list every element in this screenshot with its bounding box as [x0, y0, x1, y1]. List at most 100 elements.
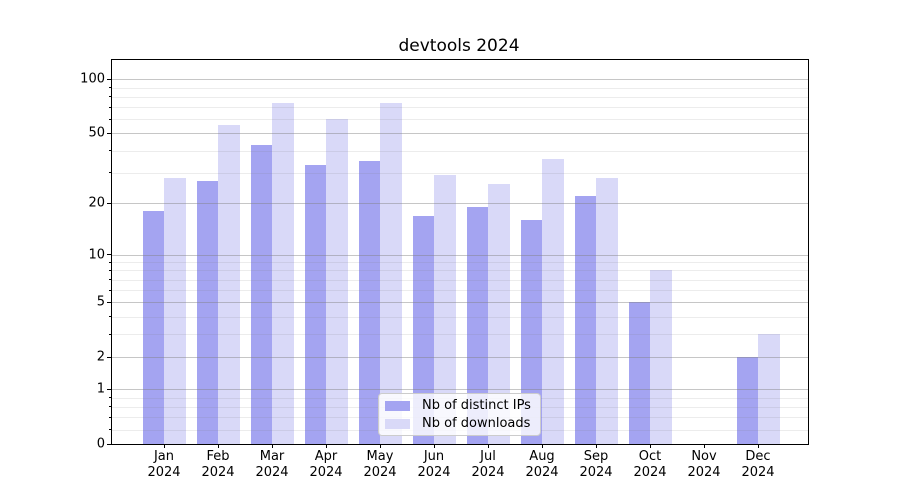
bar-downloads-sep	[596, 177, 618, 444]
y-tick-mark	[107, 202, 111, 204]
y-minor-tick-mark	[108, 269, 111, 271]
x-tick-label-mar: Mar 2024	[255, 449, 289, 480]
y-tick-label-5: 5	[96, 294, 105, 310]
y-minor-tick-mark	[108, 279, 111, 281]
x-tick-label-jul: Jul 2024	[471, 449, 505, 480]
y-minor-tick-mark	[108, 118, 111, 120]
bar-distinct-ips-oct	[628, 302, 650, 444]
gridline-minor	[112, 270, 808, 272]
legend-swatch-downloads	[385, 418, 410, 429]
y-tick-mark	[107, 388, 111, 390]
y-minor-tick-mark	[108, 416, 111, 418]
x-tick-mark	[271, 444, 273, 448]
x-tick-mark	[487, 444, 489, 448]
bar-downloads-jun	[434, 175, 456, 444]
legend-row-distinct-ips: Nb of distinct IPs	[385, 398, 532, 413]
y-tick-mark	[107, 132, 111, 134]
y-tick-mark	[107, 78, 111, 80]
legend-row-downloads: Nb of downloads	[385, 416, 532, 431]
y-tick-mark	[107, 356, 111, 358]
gridline-minor	[112, 172, 808, 174]
grid-layer	[112, 60, 808, 444]
y-tick-label-100: 100	[80, 71, 105, 87]
gridline-major	[112, 357, 808, 359]
y-minor-tick-mark	[108, 429, 111, 431]
bar-downloads-jul	[488, 183, 510, 444]
bar-distinct-ips-aug	[520, 220, 542, 444]
gridline-minor	[112, 119, 808, 121]
gridline-minor	[112, 150, 808, 152]
y-minor-tick-mark	[108, 172, 111, 174]
x-tick-mark	[757, 444, 759, 448]
bar-downloads-mar	[272, 102, 294, 444]
bar-distinct-ips-may	[358, 160, 380, 444]
gridline-minor	[112, 334, 808, 336]
gridline-minor	[112, 262, 808, 264]
y-minor-tick-mark	[108, 150, 111, 152]
y-tick-mark	[107, 254, 111, 256]
gridline-major	[112, 79, 808, 81]
y-tick-label-50: 50	[88, 125, 105, 141]
legend-label-downloads: Nb of downloads	[422, 416, 531, 431]
chart-title: devtools 2024	[398, 36, 520, 56]
bar-distinct-ips-jan	[142, 211, 164, 444]
x-tick-mark	[595, 444, 597, 448]
bar-distinct-ips-jun	[412, 215, 434, 444]
x-tick-label-apr: Apr 2024	[309, 449, 343, 480]
x-tick-mark	[433, 444, 435, 448]
legend-label-distinct-ips: Nb of distinct IPs	[422, 398, 531, 413]
bar-distinct-ips-feb	[196, 180, 218, 444]
x-tick-label-oct: Oct 2024	[633, 449, 667, 480]
x-tick-label-jun: Jun 2024	[417, 449, 451, 480]
legend-swatch-distinct-ips	[385, 400, 410, 411]
y-tick-label-2: 2	[96, 349, 105, 365]
bar-downloads-may	[380, 102, 402, 444]
y-minor-tick-mark	[108, 316, 111, 318]
gridline-major	[112, 302, 808, 304]
gridline-minor	[112, 290, 808, 292]
gridline-major	[112, 203, 808, 205]
x-tick-mark	[703, 444, 705, 448]
x-tick-label-may: May 2024	[363, 449, 397, 480]
legend: Nb of distinct IPs Nb of downloads	[378, 393, 541, 436]
bar-distinct-ips-apr	[304, 165, 326, 444]
x-tick-label-aug: Aug 2024	[525, 449, 559, 480]
y-tick-label-0: 0	[96, 436, 105, 452]
bar-downloads-dec	[758, 334, 780, 444]
gridline-minor	[112, 316, 808, 318]
y-tick-mark	[107, 301, 111, 303]
bar-downloads-aug	[542, 158, 564, 444]
x-tick-label-feb: Feb 2024	[201, 449, 235, 480]
gridline-minor	[112, 96, 808, 98]
gridline-minor	[112, 87, 808, 89]
y-tick-label-10: 10	[88, 247, 105, 263]
y-minor-tick-mark	[108, 397, 111, 399]
x-tick-mark	[217, 444, 219, 448]
x-tick-mark	[649, 444, 651, 448]
bar-distinct-ips-jul	[466, 207, 488, 444]
x-tick-label-jan: Jan 2024	[147, 449, 181, 480]
gridline-major	[112, 389, 808, 391]
bar-distinct-ips-sep	[574, 196, 596, 444]
y-minor-tick-mark	[108, 87, 111, 89]
x-tick-mark	[163, 444, 165, 448]
bar-downloads-jan	[164, 177, 186, 444]
x-tick-label-sep: Sep 2024	[579, 449, 613, 480]
gridline-major	[112, 254, 808, 256]
x-tick-label-nov: Nov 2024	[687, 449, 721, 480]
y-minor-tick-mark	[108, 261, 111, 263]
y-tick-mark	[107, 443, 111, 445]
y-tick-label-20: 20	[88, 195, 105, 211]
y-minor-tick-mark	[108, 96, 111, 98]
y-minor-tick-mark	[108, 406, 111, 408]
plot-area	[111, 59, 809, 445]
gridline-minor	[112, 279, 808, 281]
bar-downloads-feb	[218, 124, 240, 444]
y-minor-tick-mark	[108, 106, 111, 108]
x-tick-mark	[541, 444, 543, 448]
bar-downloads-oct	[650, 270, 672, 444]
x-tick-mark	[379, 444, 381, 448]
gridline-major	[112, 133, 808, 135]
bar-downloads-apr	[326, 119, 348, 444]
